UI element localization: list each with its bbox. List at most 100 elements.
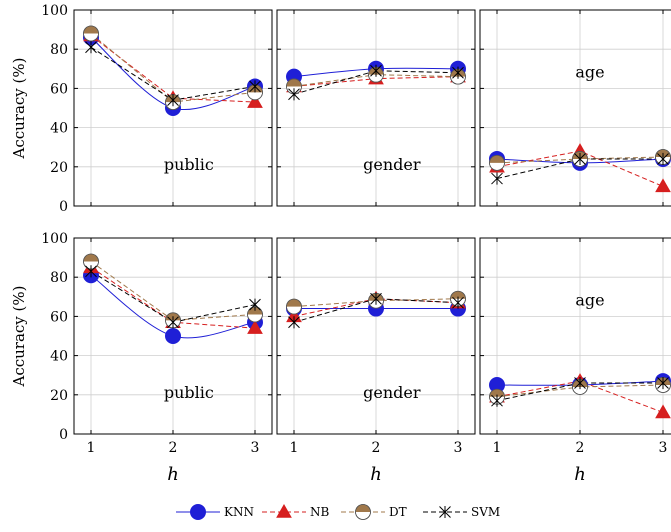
marker-svm	[167, 94, 179, 107]
y-tick-label: 100	[41, 231, 68, 247]
panel-label: gender	[363, 383, 421, 402]
panel-label: age	[575, 291, 604, 310]
marker-svm	[288, 88, 300, 101]
x-axis-label: h	[370, 464, 382, 485]
x-axis-label: h	[167, 464, 179, 485]
legend-label-knn: KNN	[224, 505, 254, 519]
marker-svm	[249, 298, 261, 311]
marker-dt-ring	[489, 154, 505, 171]
panel-frame	[479, 237, 671, 435]
panel-age-1: age	[479, 9, 671, 207]
panel-gender-2: 1 2 3 h gender	[276, 237, 476, 485]
x-tick-label: 2	[169, 440, 178, 456]
panel-gender-1: gender	[276, 9, 476, 207]
series-line-svm	[496, 158, 663, 180]
marker-knn	[190, 504, 206, 520]
marker-dt-ring	[572, 151, 588, 167]
x-tick-label: 3	[454, 440, 463, 456]
y-tick-label: 20	[50, 160, 68, 176]
x-tick-label: 1	[493, 440, 502, 456]
series-group	[489, 373, 671, 419]
marker-dt-ring	[355, 504, 371, 520]
marker-dt-half	[355, 504, 371, 512]
y-tick-label: 80	[50, 42, 68, 58]
marker-dt	[83, 25, 99, 42]
marker-svm	[657, 376, 669, 390]
marker-dt	[489, 154, 505, 171]
x-tick-label: 3	[659, 440, 668, 456]
marker-dt-half	[286, 78, 302, 87]
legend: KNN NB DT SVM	[176, 503, 500, 520]
y-tick-label: 20	[50, 388, 68, 404]
panel-public-1: 0 20 40 60 80 100 Accuracy (%) public	[10, 3, 273, 215]
x-tick-label: 3	[251, 440, 260, 456]
marker-svm	[491, 172, 503, 185]
marker-svm	[370, 292, 382, 305]
marker-dt	[83, 253, 99, 270]
x-tick-label: 1	[290, 440, 299, 456]
x-tick-label: 2	[576, 440, 585, 456]
marker-svm	[657, 152, 669, 166]
series-group	[286, 60, 466, 101]
marker-svm	[85, 265, 97, 278]
marker-dt-half	[83, 26, 99, 34]
y-axis-label: Accuracy (%)	[10, 57, 28, 159]
series-group	[83, 25, 263, 116]
marker-dt-half	[489, 155, 505, 163]
y-tick-label: 80	[50, 270, 68, 286]
y-tick-label: 0	[59, 427, 68, 443]
series-line-svm	[293, 70, 459, 95]
x-tick-label: 2	[372, 440, 381, 456]
marker-svm	[574, 376, 586, 390]
marker-svm	[167, 316, 179, 329]
marker-dt	[286, 298, 302, 315]
panel-public-2: 0 20 40 60 80 100 Accuracy (%) 1 2 3 h public	[10, 231, 273, 485]
marker-svm	[452, 296, 464, 309]
y-tick-label: 100	[41, 3, 68, 19]
marker-nb	[655, 404, 671, 419]
marker-nb	[276, 503, 292, 518]
y-tick-label: 0	[59, 199, 68, 215]
y-tick-label: 60	[50, 81, 68, 97]
series-group	[83, 253, 263, 344]
y-tick-label: 40	[50, 349, 68, 365]
panel-frame	[479, 9, 671, 207]
marker-svm	[491, 394, 503, 407]
x-axis-label: h	[574, 464, 586, 485]
panel-age-2: 1 2 3 h age	[479, 237, 671, 485]
marker-knn	[165, 328, 181, 344]
marker-svm	[574, 152, 586, 166]
marker-nb	[247, 94, 263, 108]
series-group	[286, 290, 466, 329]
marker-svm	[439, 505, 451, 519]
marker-dt-half	[489, 389, 505, 397]
y-axis-label: Accuracy (%)	[10, 285, 28, 387]
series-group	[489, 143, 671, 193]
series-line-svm	[293, 298, 459, 323]
marker-svm	[452, 66, 464, 79]
marker-dt-ring	[286, 298, 302, 315]
x-tick-label: 1	[87, 440, 96, 456]
marker-svm	[370, 64, 382, 77]
marker-svm	[85, 41, 97, 54]
marker-dt-half	[450, 291, 466, 299]
marker-dt-half	[286, 299, 302, 307]
panel-label: gender	[363, 155, 421, 174]
legend-label-svm: SVM	[471, 505, 500, 519]
legend-label-nb: NB	[310, 505, 330, 519]
marker-svm	[288, 316, 300, 329]
marker-svm	[249, 80, 261, 93]
marker-nb	[247, 320, 263, 334]
y-tick-label: 40	[50, 121, 68, 137]
panel-label: age	[575, 63, 604, 82]
y-tick-label: 60	[50, 309, 68, 325]
marker-nb	[655, 178, 671, 193]
panel-label: public	[164, 383, 214, 402]
legend-label-dt: DT	[389, 505, 407, 519]
marker-dt-half	[83, 254, 99, 262]
panel-label: public	[164, 155, 214, 174]
marker-dt	[355, 504, 371, 520]
marker-dt-ring	[83, 25, 99, 42]
